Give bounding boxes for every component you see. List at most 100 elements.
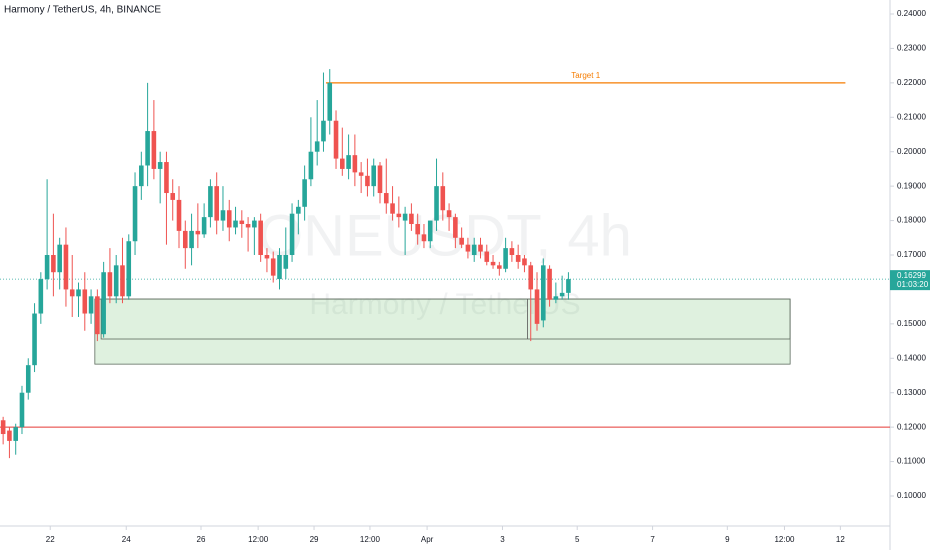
candle-body — [277, 255, 282, 280]
candle-body — [515, 255, 521, 262]
candle-body — [7, 430, 12, 441]
candle-body — [534, 289, 540, 324]
target-label: Target 1 — [571, 71, 600, 80]
candle-body — [490, 261, 496, 266]
candle-body — [289, 213, 295, 255]
candle-body — [434, 186, 439, 221]
candle-body — [390, 203, 395, 214]
candle-body — [214, 186, 219, 221]
candle-body — [0, 420, 6, 435]
x-tick-label: 12:00 — [248, 535, 269, 544]
y-tick-label: 0.10000 — [897, 491, 926, 500]
candle-body — [252, 220, 257, 228]
candle-body — [427, 220, 433, 242]
candle-body — [509, 248, 515, 255]
watermark: ONEUSDT, 4h — [258, 203, 632, 268]
candle-body — [220, 210, 226, 221]
candle-body — [239, 220, 245, 225]
x-tick-label: 7 — [650, 535, 655, 544]
x-tick-label: 12:00 — [360, 535, 381, 544]
candle-body — [201, 217, 207, 235]
candle-body — [503, 248, 508, 269]
candle-body — [258, 220, 263, 255]
candle-body — [95, 296, 100, 335]
candle-body — [19, 392, 25, 428]
candle-body — [76, 289, 81, 297]
candle-body — [296, 206, 301, 214]
x-tick-label: 5 — [575, 535, 580, 544]
candle-body — [195, 230, 201, 235]
y-tick-label: 0.21000 — [897, 112, 926, 121]
y-tick-label: 0.17000 — [897, 250, 926, 259]
candle-body — [44, 255, 50, 280]
candle-body — [471, 244, 477, 255]
candle-body — [528, 265, 534, 290]
candle-body — [107, 272, 113, 297]
candle-body — [189, 230, 194, 249]
x-tick-label: 12:00 — [774, 535, 795, 544]
candle-body — [88, 296, 94, 314]
candle-body — [358, 172, 364, 176]
chart-title: Harmony / TetherUS, 4h, BINANCE — [4, 5, 161, 16]
countdown-label: 01:03:20 — [897, 280, 929, 289]
candle-body — [25, 365, 31, 393]
candle-body — [101, 272, 106, 335]
y-tick-label: 0.18000 — [897, 216, 926, 225]
candle-body — [270, 258, 276, 276]
candle-body — [340, 158, 345, 169]
candle-body — [377, 165, 383, 194]
candle-body — [57, 244, 62, 273]
candle-body — [120, 265, 125, 297]
candle-body — [333, 120, 339, 159]
candle-body — [314, 141, 320, 152]
candle-body — [145, 131, 150, 166]
candle-body — [553, 296, 559, 300]
candle-body — [233, 220, 238, 228]
candle-body — [484, 251, 490, 262]
candle-body — [371, 165, 377, 187]
candle-body — [522, 258, 527, 266]
candle-body — [346, 155, 351, 169]
candle-body — [226, 210, 232, 228]
candle-body — [208, 186, 213, 218]
candle-body — [38, 279, 44, 314]
zone — [100, 298, 791, 340]
candle-body — [69, 289, 75, 297]
candle-body — [402, 213, 408, 221]
candle-body — [446, 210, 452, 218]
candle-body — [478, 244, 483, 252]
y-tick-label: 0.11000 — [897, 457, 926, 466]
candle-body — [321, 120, 326, 142]
x-tick-label: 29 — [310, 535, 319, 544]
candle-body — [365, 175, 370, 187]
candle-body — [465, 244, 471, 252]
candle-body — [151, 131, 157, 169]
x-tick-label: 22 — [46, 535, 55, 544]
candle-body — [415, 224, 420, 235]
y-tick-label: 0.13000 — [897, 388, 926, 397]
candle-body — [164, 162, 169, 194]
candle-body — [139, 165, 144, 187]
candle-body — [559, 292, 565, 297]
y-tick-label: 0.23000 — [897, 44, 926, 53]
y-tick-label: 0.15000 — [897, 319, 926, 328]
candle-body — [126, 241, 132, 297]
candle-body — [132, 186, 138, 242]
candle-body — [308, 151, 314, 180]
x-tick-label: 9 — [725, 535, 730, 544]
y-tick-label: 0.20000 — [897, 147, 926, 156]
candle-body — [566, 279, 571, 293]
candle-body — [264, 255, 270, 259]
y-tick-label: 0.19000 — [897, 181, 926, 190]
candle-body — [497, 265, 502, 269]
candle-body — [182, 230, 188, 249]
candle-body — [176, 199, 182, 231]
x-tick-label: 26 — [197, 535, 206, 544]
candle-body — [51, 255, 56, 273]
candle-body — [13, 427, 19, 441]
last-price-label: 0.16299 — [897, 271, 926, 280]
candle-body — [453, 217, 458, 238]
candle-body — [302, 179, 307, 207]
